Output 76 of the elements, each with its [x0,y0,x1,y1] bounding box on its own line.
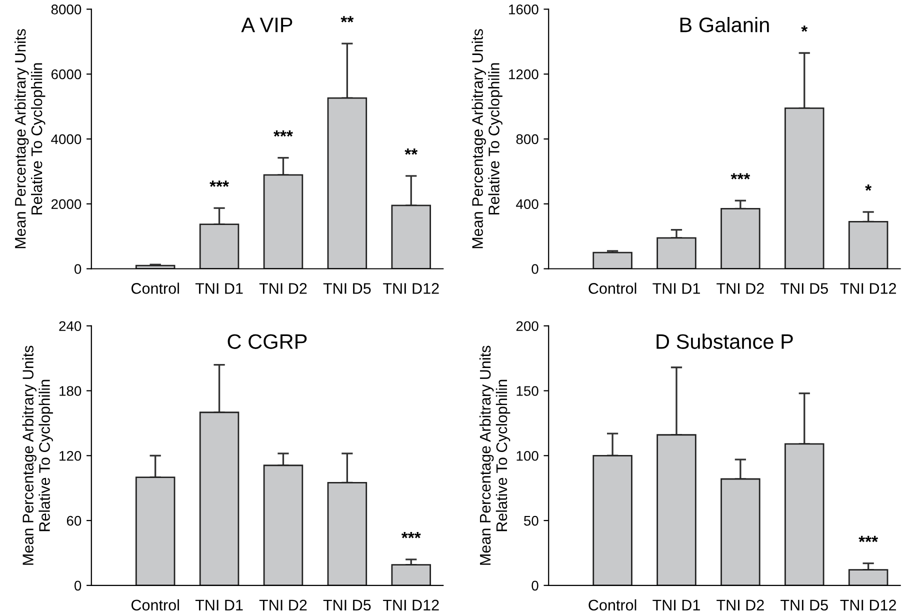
y-tick-label: 2000 [51,199,82,210]
y-tick-label: 800 [516,134,538,144]
x-tick-label: TNI D2 [716,600,764,610]
y-tick-label: 400 [516,199,538,210]
bar [656,434,696,586]
y-tick-label: 180 [60,386,82,396]
chart-title: C CGRP [228,334,307,349]
bar [784,443,824,586]
y-tick-label: 0 [532,264,538,274]
x-tick-label: TNI D1 [652,600,700,610]
chart-title: A VIP [241,18,292,32]
bar [848,569,888,586]
bar [848,221,888,269]
x-tick-label: Control [131,599,179,611]
x-tick-label: TNI D2 [716,283,764,294]
bar [784,107,824,269]
chart-title: D Substance P [656,334,793,349]
y-tick-label: 120 [60,450,82,461]
x-tick-label: Control [588,599,636,611]
bar [592,252,632,269]
annotation: * [865,184,872,191]
y-tick-label: 1200 [509,69,538,80]
bar [199,224,240,269]
chart-title: B Galanin [680,16,769,32]
x-tick-label: TNI D12 [840,600,896,610]
annotation: *** [401,532,421,538]
bar [135,476,176,586]
annotation: ** [404,148,418,155]
bar [592,454,632,586]
bar [327,97,368,269]
bar [391,564,431,586]
bar [720,208,760,269]
x-tick-label: Control [588,282,636,294]
y-tick-label: 0 [74,580,82,591]
x-tick-label: TNI D2 [259,600,307,610]
annotation: *** [858,536,878,542]
y-tick-label: 8000 [51,4,82,14]
bar [327,482,368,586]
y-tick-label: 240 [59,321,82,332]
bar [199,412,240,586]
y-tick-label: 4000 [51,134,82,144]
bar [391,204,431,269]
x-tick-label: TNI D5 [323,600,371,611]
x-tick-label: TNI D12 [383,283,439,294]
y-axis-title: Mean Percentage Arbitrary Units Relative To Cyclophilin [14,29,46,248]
x-tick-label: TNI D1 [195,600,243,610]
y-tick-label: 60 [66,516,82,526]
annotation: * [801,26,808,32]
y-tick-label: 150 [516,386,538,396]
bar [720,478,760,586]
y-tick-label: 50 [524,516,538,526]
x-tick-label: TNI D5 [780,600,828,611]
x-tick-label: TNI D5 [323,283,371,294]
annotation: *** [210,180,229,187]
y-tick-label: 0 [532,580,538,591]
annotation: *** [274,130,293,137]
y-tick-label: 6000 [51,69,82,80]
x-tick-label: Control [131,282,179,294]
bar [656,237,696,269]
y-tick-label: 100 [516,450,538,461]
y-axis-title: Mean Percentage Arbitrary Units Relative To Cyclophilin [472,29,502,248]
x-tick-label: TNI D12 [383,600,439,610]
bar [263,464,304,586]
x-tick-label: TNI D12 [840,283,896,294]
annotation: *** [730,173,750,180]
y-axis-title: Mean Percentage Arbitrary Units Relative To Cyclophilin [22,346,53,565]
annotation: ** [340,16,354,22]
x-tick-label: TNI D2 [259,283,307,294]
bar [263,174,304,269]
y-tick-label: 1600 [509,4,538,14]
y-tick-label: 0 [74,264,82,274]
y-tick-label: 200 [516,321,538,332]
x-tick-label: TNI D1 [652,283,700,294]
y-axis-title: Mean Percentage Arbitrary Units Relative To Cyclophilin [479,346,510,565]
x-tick-label: TNI D5 [780,283,828,294]
x-tick-label: TNI D1 [195,283,243,294]
